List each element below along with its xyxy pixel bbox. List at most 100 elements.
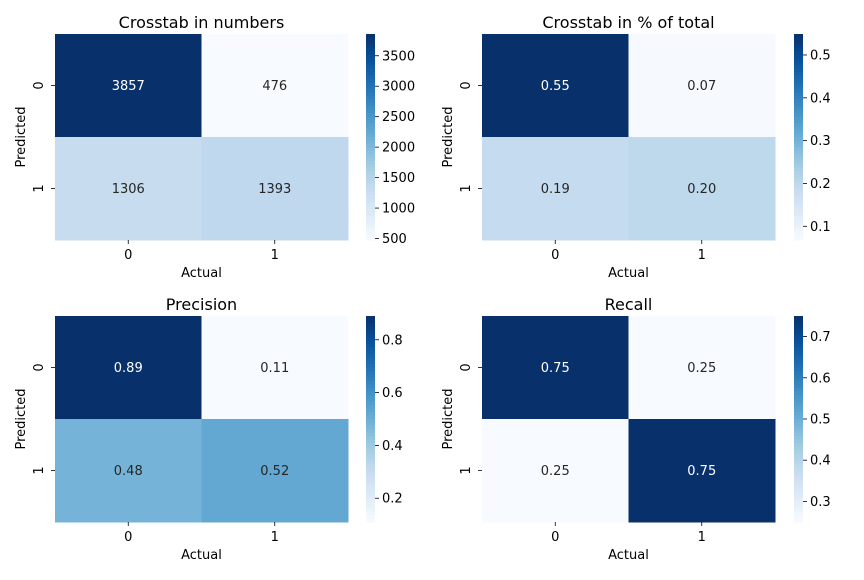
colorbar-segment — [366, 401, 375, 406]
colorbar-segment — [794, 491, 803, 496]
colorbar-segment — [794, 212, 803, 217]
colorbar-segment — [794, 88, 803, 93]
colorbar-segment — [366, 58, 375, 63]
heatmap-panel-1: 3857 476 1306 1393 Crosstab in numbers 0 1 Actu… — [14, 13, 415, 281]
colorbar-segment — [794, 470, 803, 475]
colorbar-segment — [366, 215, 375, 220]
colorbar-segment — [794, 75, 803, 80]
colorbar-segment — [794, 360, 803, 365]
colorbar-segment — [794, 357, 803, 362]
colorbar-segment — [366, 181, 375, 186]
heatmap-cell — [628, 419, 776, 523]
colorbar-segment — [794, 119, 803, 124]
cell-value-label: 0.11 — [260, 361, 289, 376]
colorbar-segment — [366, 381, 375, 386]
colorbar-segment — [794, 92, 803, 97]
colorbar-segment — [794, 329, 803, 334]
colorbar-segment — [366, 54, 375, 59]
colorbar-segment — [794, 130, 803, 135]
colorbar-segment — [366, 222, 375, 227]
colorbar-segment — [794, 419, 803, 424]
y-axis-label: Predicted — [14, 388, 29, 449]
colorbar-segment — [794, 319, 803, 324]
heatmap-panel-4: 0.75 0.25 0.25 0.75 Recall 0 1 Actual 0 1 Predicte… — [441, 295, 831, 563]
colorbar-segment — [794, 198, 803, 203]
colorbar-segment — [794, 439, 803, 444]
colorbar-segment — [794, 391, 803, 396]
colorbar-segment — [366, 40, 375, 45]
colorbar-tick-label: 0.5 — [810, 413, 831, 428]
colorbar-segment — [366, 504, 375, 509]
colorbar-segment — [366, 171, 375, 176]
colorbar-segment — [366, 343, 375, 348]
colorbar-segment — [366, 350, 375, 355]
colorbar-segment — [366, 398, 375, 403]
colorbar-segment — [794, 64, 803, 69]
colorbar-segment — [794, 398, 803, 403]
colorbar-segment — [366, 34, 375, 39]
x-tick-label: 1 — [698, 248, 706, 263]
cell-value-label: 0.89 — [114, 361, 143, 376]
heatmap-cell — [201, 316, 349, 420]
colorbar-segment — [366, 37, 375, 42]
colorbar-segment — [794, 82, 803, 87]
colorbar-segment — [366, 195, 375, 200]
colorbar-segment — [794, 384, 803, 389]
colorbar-segment — [794, 480, 803, 485]
colorbar-segment — [366, 112, 375, 117]
colorbar-segment — [366, 88, 375, 93]
colorbar-segment — [794, 209, 803, 214]
colorbar-segment — [366, 188, 375, 193]
colorbar-segment — [366, 443, 375, 448]
colorbar-segment — [366, 99, 375, 104]
x-axis-label: Actual — [181, 548, 222, 563]
colorbar-segment — [366, 191, 375, 196]
heatmap-cell — [628, 316, 776, 420]
colorbar-tick-label: 0.3 — [810, 495, 831, 510]
colorbar-segment — [794, 487, 803, 492]
colorbar-segment — [366, 340, 375, 345]
colorbar-segment — [366, 75, 375, 80]
colorbar-segment — [366, 487, 375, 492]
colorbar-segment — [366, 449, 375, 454]
colorbar-segment — [366, 429, 375, 434]
cell-value-label: 3857 — [112, 79, 145, 94]
colorbar-segment — [794, 518, 803, 523]
colorbar-segment — [366, 494, 375, 499]
colorbar-segment — [794, 222, 803, 227]
colorbar-segment — [366, 161, 375, 166]
colorbar-segment — [794, 174, 803, 179]
colorbar-segment — [366, 147, 375, 152]
colorbar-segment — [794, 44, 803, 49]
colorbar-segment — [366, 64, 375, 69]
colorbar-segment — [366, 384, 375, 389]
colorbar-segment — [794, 188, 803, 193]
colorbar-segment — [794, 401, 803, 406]
colorbar-segment — [366, 322, 375, 327]
colorbar-segment — [794, 164, 803, 169]
cell-value-label: 476 — [262, 79, 287, 94]
colorbar-segment — [794, 233, 803, 238]
y-tick-label: 1 — [459, 466, 474, 474]
y-tick-label: 0 — [459, 81, 474, 89]
colorbar-segment — [366, 346, 375, 351]
x-tick-label: 1 — [271, 248, 279, 263]
colorbar-segment — [794, 350, 803, 355]
colorbar-segment — [794, 453, 803, 458]
colorbar-tick-label: 2000 — [382, 141, 415, 156]
colorbar-segment — [366, 71, 375, 76]
colorbar-segment — [366, 68, 375, 73]
colorbar-tick-label: 0.4 — [810, 454, 831, 469]
colorbar-segment — [794, 484, 803, 489]
colorbar-segment — [794, 467, 803, 472]
colorbar-segment — [366, 432, 375, 437]
colorbar-tick-label: 0.5 — [810, 48, 831, 63]
colorbar-segment — [366, 140, 375, 145]
cell-value-label: 0.55 — [541, 79, 570, 94]
colorbar-segment — [366, 51, 375, 56]
colorbar-segment — [366, 233, 375, 238]
colorbar-segment — [794, 99, 803, 104]
y-tick-label: 0 — [32, 81, 47, 89]
colorbar-segment — [794, 388, 803, 393]
